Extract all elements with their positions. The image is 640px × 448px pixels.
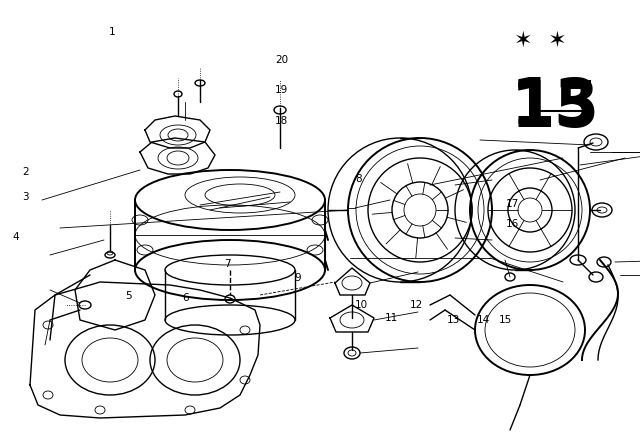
Text: 4: 4 xyxy=(13,233,19,242)
Text: 18: 18 xyxy=(275,116,289,126)
Text: 15: 15 xyxy=(499,315,513,325)
Text: 13: 13 xyxy=(447,315,460,325)
Text: 7: 7 xyxy=(224,259,230,269)
Text: 20: 20 xyxy=(275,56,289,65)
Text: 10: 10 xyxy=(355,300,369,310)
Text: 17: 17 xyxy=(506,199,519,209)
Text: 8: 8 xyxy=(355,174,362,184)
Text: 12: 12 xyxy=(410,300,423,310)
Text: 9: 9 xyxy=(294,273,301,283)
Text: 14: 14 xyxy=(477,315,490,325)
Text: 13: 13 xyxy=(511,75,600,137)
Text: 5: 5 xyxy=(125,291,131,301)
Text: 15: 15 xyxy=(511,78,600,140)
Text: 1: 1 xyxy=(109,27,115,37)
Text: 19: 19 xyxy=(275,85,289,95)
Text: ✶  ✶: ✶ ✶ xyxy=(515,30,567,50)
Text: 3: 3 xyxy=(22,192,29,202)
Text: 6: 6 xyxy=(182,293,189,303)
Text: 11: 11 xyxy=(385,313,399,323)
Text: 2: 2 xyxy=(22,168,29,177)
Text: 16: 16 xyxy=(506,219,519,229)
